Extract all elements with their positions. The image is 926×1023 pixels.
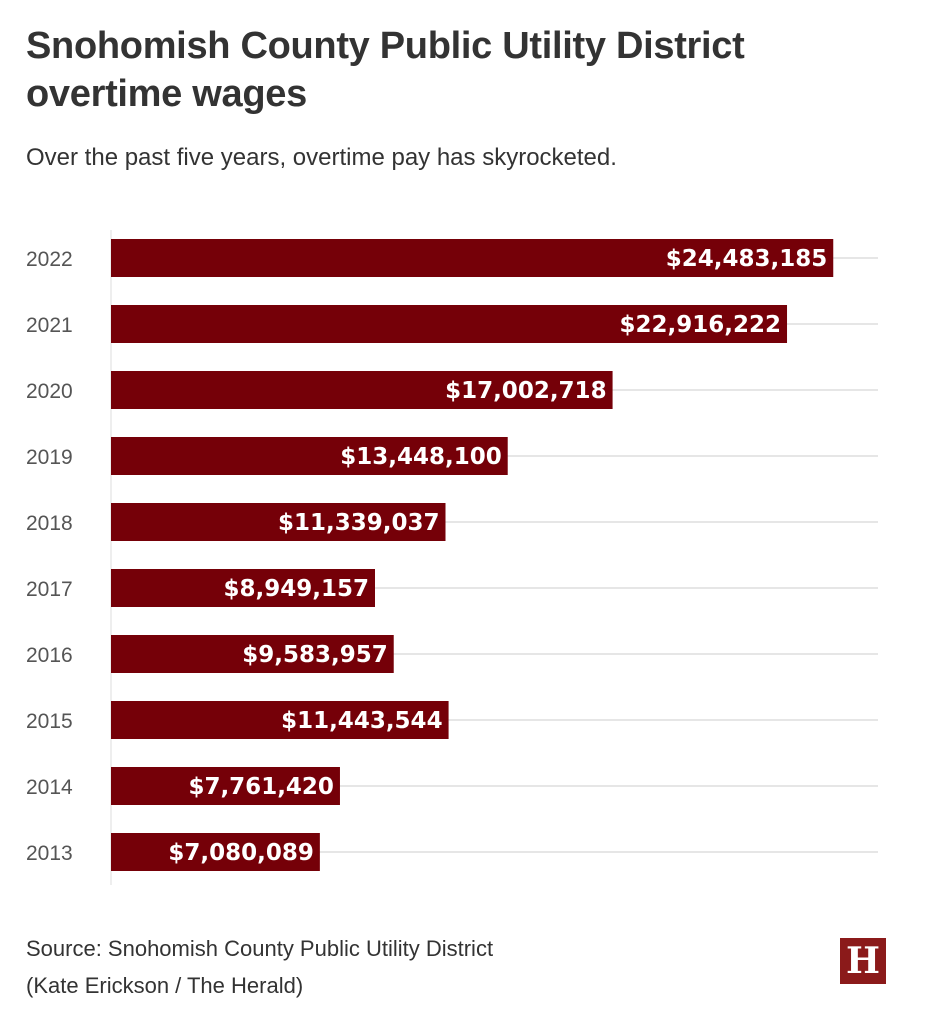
bar [111,371,613,409]
bar-value-label: $17,002,718 [445,378,607,404]
year-tick-label: 2015 [26,710,73,733]
source-line: Source: Snohomish County Public Utility … [26,936,494,961]
bar [111,701,449,739]
bar-value-label: $13,448,100 [340,444,502,470]
bar-value-label: $11,339,037 [278,510,440,536]
year-tick-label: 2017 [26,578,73,601]
chart-title: Snohomish County Public Utility District… [26,25,745,115]
year-tick-label: 2013 [26,842,73,865]
bar-value-label: $7,080,089 [168,840,314,866]
bar-value-label: $24,483,185 [666,246,828,272]
year-tick-label: 2016 [26,644,73,667]
credit-line: (Kate Erickson / The Herald) [26,973,304,998]
year-tick-label: 2018 [26,512,73,535]
bar [111,503,446,541]
bar [111,767,340,805]
bar [111,437,508,475]
bar [111,569,376,607]
bar [111,239,834,277]
year-tick-label: 2022 [26,248,73,271]
bar [111,305,788,343]
source-note: Source: Snohomish County Public Utility … [26,930,493,1004]
year-tick-label: 2021 [26,314,73,337]
bar-value-label: $7,761,420 [188,774,334,800]
bar-value-label: $22,916,222 [620,312,782,338]
year-tick-label: 2020 [26,380,73,403]
year-tick-label: 2019 [26,446,73,469]
overtime-bar-chart: 2022 $24,483,185 2021 $22,916,222 2020 $17,00… [26,230,878,885]
bar-value-label: $8,949,157 [223,576,369,602]
year-tick-label: 2014 [26,776,73,799]
bar-value-label: $11,443,544 [281,708,443,734]
bar [111,635,394,673]
herald-logo-icon: H [840,938,886,984]
bar-value-label: $9,583,957 [242,642,388,668]
chart-subtitle: Over the past five years, overtime pay h… [26,144,617,171]
bar [111,833,320,871]
